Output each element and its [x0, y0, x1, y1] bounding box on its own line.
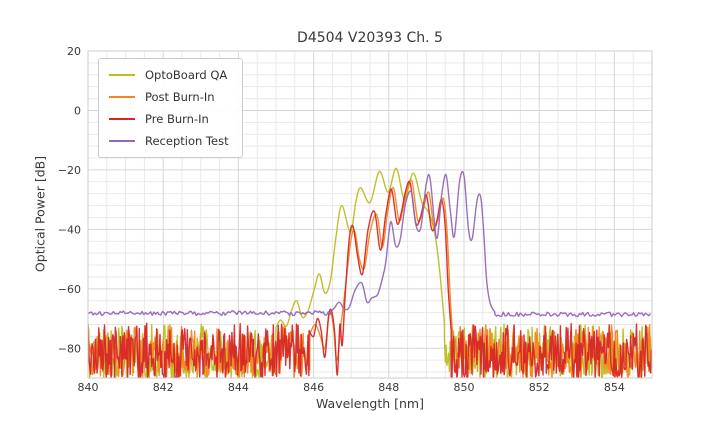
- x-tick-label: 850: [454, 381, 475, 394]
- x-tick-label: 848: [378, 381, 399, 394]
- y-tick-label: −40: [58, 223, 81, 236]
- legend-label: OptoBoard QA: [145, 68, 228, 82]
- x-tick-label: 842: [153, 381, 174, 394]
- y-axis-label: Optical Power [dB]: [32, 155, 48, 273]
- series-line-pre-burn-in: [88, 180, 652, 378]
- x-tick-label: 846: [303, 381, 324, 394]
- y-tick-label: −20: [58, 164, 81, 177]
- legend-label: Reception Test: [145, 134, 229, 148]
- series-group: [88, 167, 652, 378]
- legend-label: Post Burn-In: [145, 90, 215, 104]
- x-tick-label: 852: [529, 381, 550, 394]
- x-tick-label: 840: [78, 381, 99, 394]
- legend-line-swatch: [109, 118, 135, 120]
- series-line-optoboard-qa: [88, 167, 652, 378]
- legend-label: Pre Burn-In: [145, 112, 209, 126]
- legend-line-swatch: [109, 140, 135, 142]
- y-tick-label: 0: [74, 104, 81, 117]
- legend-item-pre-burn-in: Pre Burn-In: [109, 108, 229, 130]
- y-tick-label: −80: [58, 342, 81, 355]
- y-tick-label: 20: [67, 45, 81, 58]
- y-tick-label: −60: [58, 283, 81, 296]
- legend-line-swatch: [109, 96, 135, 98]
- x-axis-label: Wavelength [nm]: [316, 396, 424, 411]
- legend: OptoBoard QA Post Burn-In Pre Burn-In Recep…: [98, 58, 243, 158]
- plot-border: [87, 50, 653, 379]
- x-tick-label: 854: [604, 381, 625, 394]
- legend-item-optoboard-qa: OptoBoard QA: [109, 64, 229, 86]
- legend-line-swatch: [109, 74, 135, 76]
- legend-item-reception-test: Reception Test: [109, 130, 229, 152]
- legend-item-post-burn-in: Post Burn-In: [109, 86, 229, 108]
- x-tick-label: 844: [228, 381, 249, 394]
- chart-title: D4504 V20393 Ch. 5: [297, 30, 443, 46]
- series-line-reception-test: [88, 170, 652, 318]
